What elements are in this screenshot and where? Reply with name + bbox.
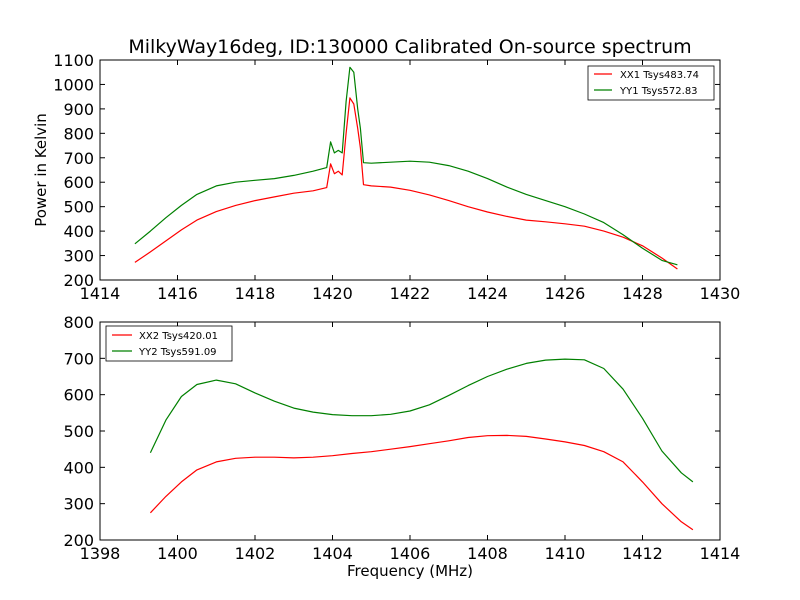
bottom-x-tick-label-3: 1404	[312, 544, 353, 563]
top-y-tick-label-5: 700	[63, 149, 94, 168]
bottom-x-tick-label-5: 1408	[467, 544, 508, 563]
top-y-tick-label-0: 200	[63, 271, 94, 290]
bottom-legend-box	[105, 325, 233, 362]
top-y-tick-label-2: 400	[63, 222, 94, 241]
bottom-legend-label-xx2: XX2 Tsys420.01	[139, 331, 218, 342]
top-series-line-0	[134, 97, 678, 270]
top-legend: XX1 Tsys483.74 YY1 Tsys572.83	[587, 65, 715, 101]
bottom-plot: 1398 1400 1402 1404 1406 1408 1410 1412 1414 200…	[63, 313, 740, 580]
bottom-legend: XX2 Tsys420.01 YY2 Tsys591.09	[105, 325, 233, 362]
bottom-x-axis-label: Frequency (MHz)	[347, 562, 473, 580]
bottom-y-tick-label-0: 200	[63, 531, 94, 550]
top-y-tick-label-4: 600	[63, 173, 94, 192]
top-x-tick-label-4: 1422	[390, 284, 431, 303]
top-x-tick-label-8: 1430	[700, 284, 741, 303]
top-legend-label-yy1: YY1 Tsys572.83	[619, 86, 698, 97]
top-x-tick-label-5: 1424	[467, 284, 508, 303]
top-series-line-1	[134, 66, 678, 266]
bottom-y-tick-label-2: 400	[63, 458, 94, 477]
top-x-axis: 1414 1416 1418 1420 1422 1424 1426 1428 1430	[80, 60, 741, 303]
top-plot: 1414 1416 1418 1420 1422 1424 1426 1428 1430 200…	[32, 51, 740, 303]
top-y-axis-label: Power in Kelvin	[32, 113, 50, 227]
bottom-y-tick-label-3: 500	[63, 422, 94, 441]
bottom-x-axis: 1398 1400 1402 1404 1406 1408 1410 1412 1414	[80, 322, 741, 563]
bottom-x-tick-label-1: 1400	[157, 544, 198, 563]
bottom-legend-label-yy2: YY2 Tsys591.09	[138, 347, 217, 358]
bottom-y-tick-label-5: 700	[63, 349, 94, 368]
top-y-tick-label-7: 900	[63, 100, 94, 119]
top-legend-box	[587, 65, 715, 101]
bottom-x-tick-label-0: 1398	[80, 544, 121, 563]
chart-title: MilkyWay16deg, ID:130000 Calibrated On-s…	[128, 36, 691, 58]
top-y-tick-label-9: 1100	[53, 51, 94, 70]
bottom-y-tick-label-1: 300	[63, 495, 94, 514]
top-plot-lines	[134, 66, 678, 270]
bottom-x-tick-label-2: 1402	[235, 544, 276, 563]
top-x-tick-label-2: 1418	[235, 284, 276, 303]
bottom-series-line-0	[149, 434, 694, 531]
top-y-tick-label-3: 500	[63, 198, 94, 217]
top-y-tick-label-6: 800	[63, 124, 94, 143]
top-y-axis: 200 300 400 500 600 700 800 900 1000 1100	[53, 51, 720, 290]
top-x-tick-label-6: 1426	[545, 284, 586, 303]
bottom-x-tick-label-4: 1406	[390, 544, 431, 563]
top-y-tick-label-8: 1000	[53, 75, 94, 94]
top-legend-label-xx1: XX1 Tsys483.74	[620, 70, 699, 81]
top-x-tick-label-3: 1420	[312, 284, 353, 303]
bottom-series-line-1	[149, 358, 694, 483]
bottom-plot-lines	[149, 358, 694, 531]
bottom-y-tick-label-6: 800	[63, 313, 94, 332]
bottom-y-tick-label-4: 600	[63, 386, 94, 405]
bottom-y-axis: 200 300 400 500 600 700 800	[63, 313, 720, 550]
bottom-x-tick-label-6: 1410	[545, 544, 586, 563]
top-y-tick-label-1: 300	[63, 247, 94, 266]
top-x-tick-label-7: 1428	[622, 284, 663, 303]
top-x-tick-label-1: 1416	[157, 284, 198, 303]
top-x-tick-label-0: 1414	[80, 284, 121, 303]
bottom-x-tick-label-7: 1412	[622, 544, 663, 563]
bottom-x-tick-label-8: 1414	[700, 544, 741, 563]
